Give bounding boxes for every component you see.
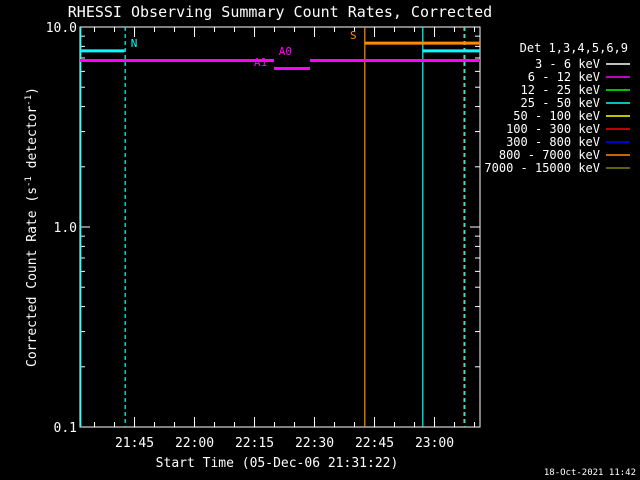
annotation-layer: N A0 A1 S	[131, 29, 357, 69]
annotation-n: N	[131, 37, 138, 50]
x-tick-label: 22:45	[355, 436, 394, 451]
legend-title: Det 1,3,4,5,6,9	[520, 41, 628, 55]
legend-label: 6 - 12 keV	[528, 70, 600, 84]
timestamp: 18-Oct-2021 11:42	[544, 468, 636, 478]
series-layer	[80, 27, 480, 427]
annotation-a0: A0	[279, 45, 292, 58]
legend-label: 3 - 6 keV	[535, 57, 600, 71]
y-tick-label: 10.0	[46, 21, 77, 36]
legend-label: 300 - 800 keV	[506, 135, 600, 149]
y-axis-label: Corrected Count Rate (s-1 detector-1)	[24, 87, 40, 367]
legend-label: 25 - 50 keV	[521, 96, 600, 110]
x-tick-label: 22:00	[175, 436, 214, 451]
legend-label: 12 - 25 keV	[521, 83, 600, 97]
chart-title: RHESSI Observing Summary Count Rates, Co…	[68, 3, 492, 21]
legend-label: 50 - 100 keV	[513, 109, 600, 123]
y-axis-label-main: Corrected Count Rate (s	[25, 187, 40, 367]
x-tick-label: 21:45	[115, 436, 154, 451]
y-axis-label-sup2: -1	[24, 95, 34, 106]
y-tick-label: 1.0	[54, 221, 77, 236]
annotation-s: S	[350, 29, 357, 42]
y-axis-label-end: )	[25, 87, 40, 95]
y-axis-label-sup1: -1	[24, 176, 34, 187]
x-axis-label: Start Time (05-Dec-06 21:31:22)	[156, 456, 399, 471]
x-tick-label: 22:15	[235, 436, 274, 451]
y-tick-label: 0.1	[54, 421, 77, 436]
x-tick-label: 22:30	[295, 436, 334, 451]
legend-label: 100 - 300 keV	[506, 122, 600, 136]
x-axis: 21:45 22:00 22:15 22:30 22:45 23:00	[94, 27, 476, 451]
x-tick-label: 23:00	[415, 436, 454, 451]
legend-label: 7000 - 15000 keV	[484, 161, 600, 175]
annotation-a1: A1	[254, 56, 267, 69]
y-axis-label-mid: detector	[25, 106, 40, 177]
legend-label: 800 - 7000 keV	[499, 148, 600, 162]
